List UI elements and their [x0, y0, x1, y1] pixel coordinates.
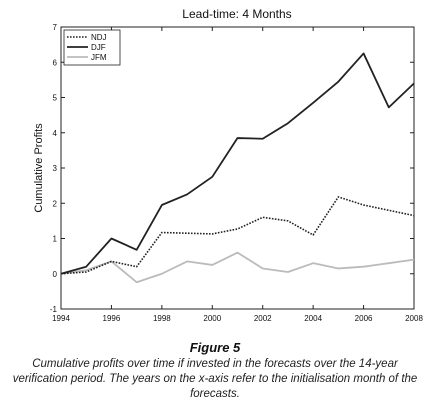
line-chart: Lead-time: 4 Months Cumulative Profits -… [33, 7, 424, 323]
figure-caption: Figure 5 Cumulative profits over time if… [10, 340, 420, 402]
series-layer [60, 52, 415, 284]
x-tick-label: 2008 [405, 314, 423, 323]
x-tick-label: 2002 [254, 314, 272, 323]
y-tick-label: 7 [53, 23, 58, 32]
caption-text: Cumulative profits over time if invested… [12, 358, 418, 400]
legend-label-djf: DJF [91, 43, 106, 52]
legend-box [63, 29, 121, 66]
x-tick-label: 2006 [355, 314, 373, 323]
chart-title: Lead-time: 4 Months [182, 7, 291, 21]
y-axis-label: Cumulative Profits [33, 123, 45, 213]
axis-ticks: -1 0 1 2 3 4 5 6 7 1994 1996 1998 2000 2002 2004 2006 20… [50, 23, 424, 323]
y-tick-label: 1 [53, 235, 58, 244]
y-tick-label: 2 [53, 199, 58, 208]
y-tick-label: 3 [53, 164, 58, 173]
series-line-ndj [60, 196, 415, 275]
x-tick-label: 2000 [203, 314, 221, 323]
series-line-djf [60, 52, 415, 275]
x-tick-label: 1998 [153, 314, 171, 323]
x-tick-label: 1996 [103, 314, 121, 323]
y-tick-label: -1 [50, 305, 58, 314]
figure-label: Figure 5 [189, 340, 241, 355]
y-tick-label: 6 [53, 58, 58, 67]
x-tick-label: 1994 [52, 314, 70, 323]
y-tick-label: 0 [53, 270, 58, 279]
x-tick-label: 2004 [304, 314, 322, 323]
y-tick-label: 4 [53, 129, 58, 138]
legend-label-ndj: NDJ [91, 33, 107, 42]
y-tick-label: 5 [53, 94, 58, 103]
series-line-jfm [60, 251, 415, 284]
legend-label-jfm: JFM [91, 53, 107, 62]
